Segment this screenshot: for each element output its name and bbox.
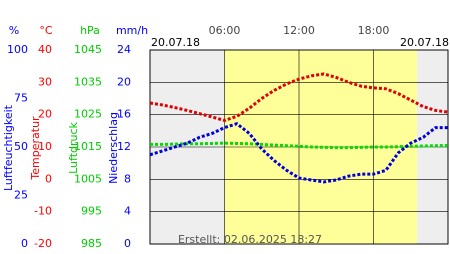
- y-tick-label: 1035: [74, 75, 102, 88]
- y-tick-label: -20: [34, 237, 52, 250]
- y-tick-label: 75: [14, 92, 28, 105]
- date-label: 20.07.18: [151, 36, 200, 49]
- axis-title: Luftfeuchtigkeit: [2, 104, 15, 191]
- axis-unit: hPa: [80, 24, 100, 37]
- series-line: [149, 122, 448, 184]
- axis-unit: %: [9, 24, 19, 37]
- y-tick-label: 24: [117, 43, 131, 56]
- y-tick-label: 995: [81, 205, 102, 218]
- plot-frame: [149, 49, 449, 245]
- y-tick-label: 25: [14, 189, 28, 202]
- y-tick-label: 985: [81, 237, 102, 250]
- footnote: Erstellt: 02.06.2025 18:27: [178, 233, 322, 246]
- y-tick-label: 4: [124, 205, 131, 218]
- x-tick-label: 12:00: [283, 24, 315, 37]
- axis-title: Niederschlag: [107, 112, 120, 184]
- series-line: [149, 72, 449, 123]
- y-tick-label: 50: [14, 140, 28, 153]
- y-tick-label: 0: [45, 172, 52, 185]
- x-tick-label: 18:00: [358, 24, 390, 37]
- y-tick-label: 0: [21, 237, 28, 250]
- axis-unit: mm/h: [116, 24, 148, 37]
- y-tick-label: 100: [7, 43, 28, 56]
- y-tick-label: 1025: [74, 108, 102, 121]
- axis-title: Temperatur: [29, 116, 42, 181]
- y-tick-label: 0: [124, 237, 131, 250]
- y-tick-label: 20: [117, 75, 131, 88]
- axis-unit: °C: [39, 24, 53, 37]
- y-tick-label: 10: [38, 140, 52, 153]
- y-tick-label: 40: [38, 43, 52, 56]
- y-tick-label: 1015: [74, 140, 102, 153]
- y-tick-label: 20: [38, 108, 52, 121]
- y-tick-label: 16: [117, 108, 131, 121]
- y-tick-label: 30: [38, 75, 52, 88]
- x-tick-label: 06:00: [209, 24, 241, 37]
- y-tick-label: 1045: [74, 43, 102, 56]
- y-tick-label: 8: [124, 172, 131, 185]
- axis-title: Luftdruck: [67, 121, 80, 173]
- y-tick-label: 1005: [74, 172, 102, 185]
- y-tick-label: -10: [34, 205, 52, 218]
- y-tick-label: 12: [117, 140, 131, 153]
- date-label: 20.07.18: [400, 36, 449, 49]
